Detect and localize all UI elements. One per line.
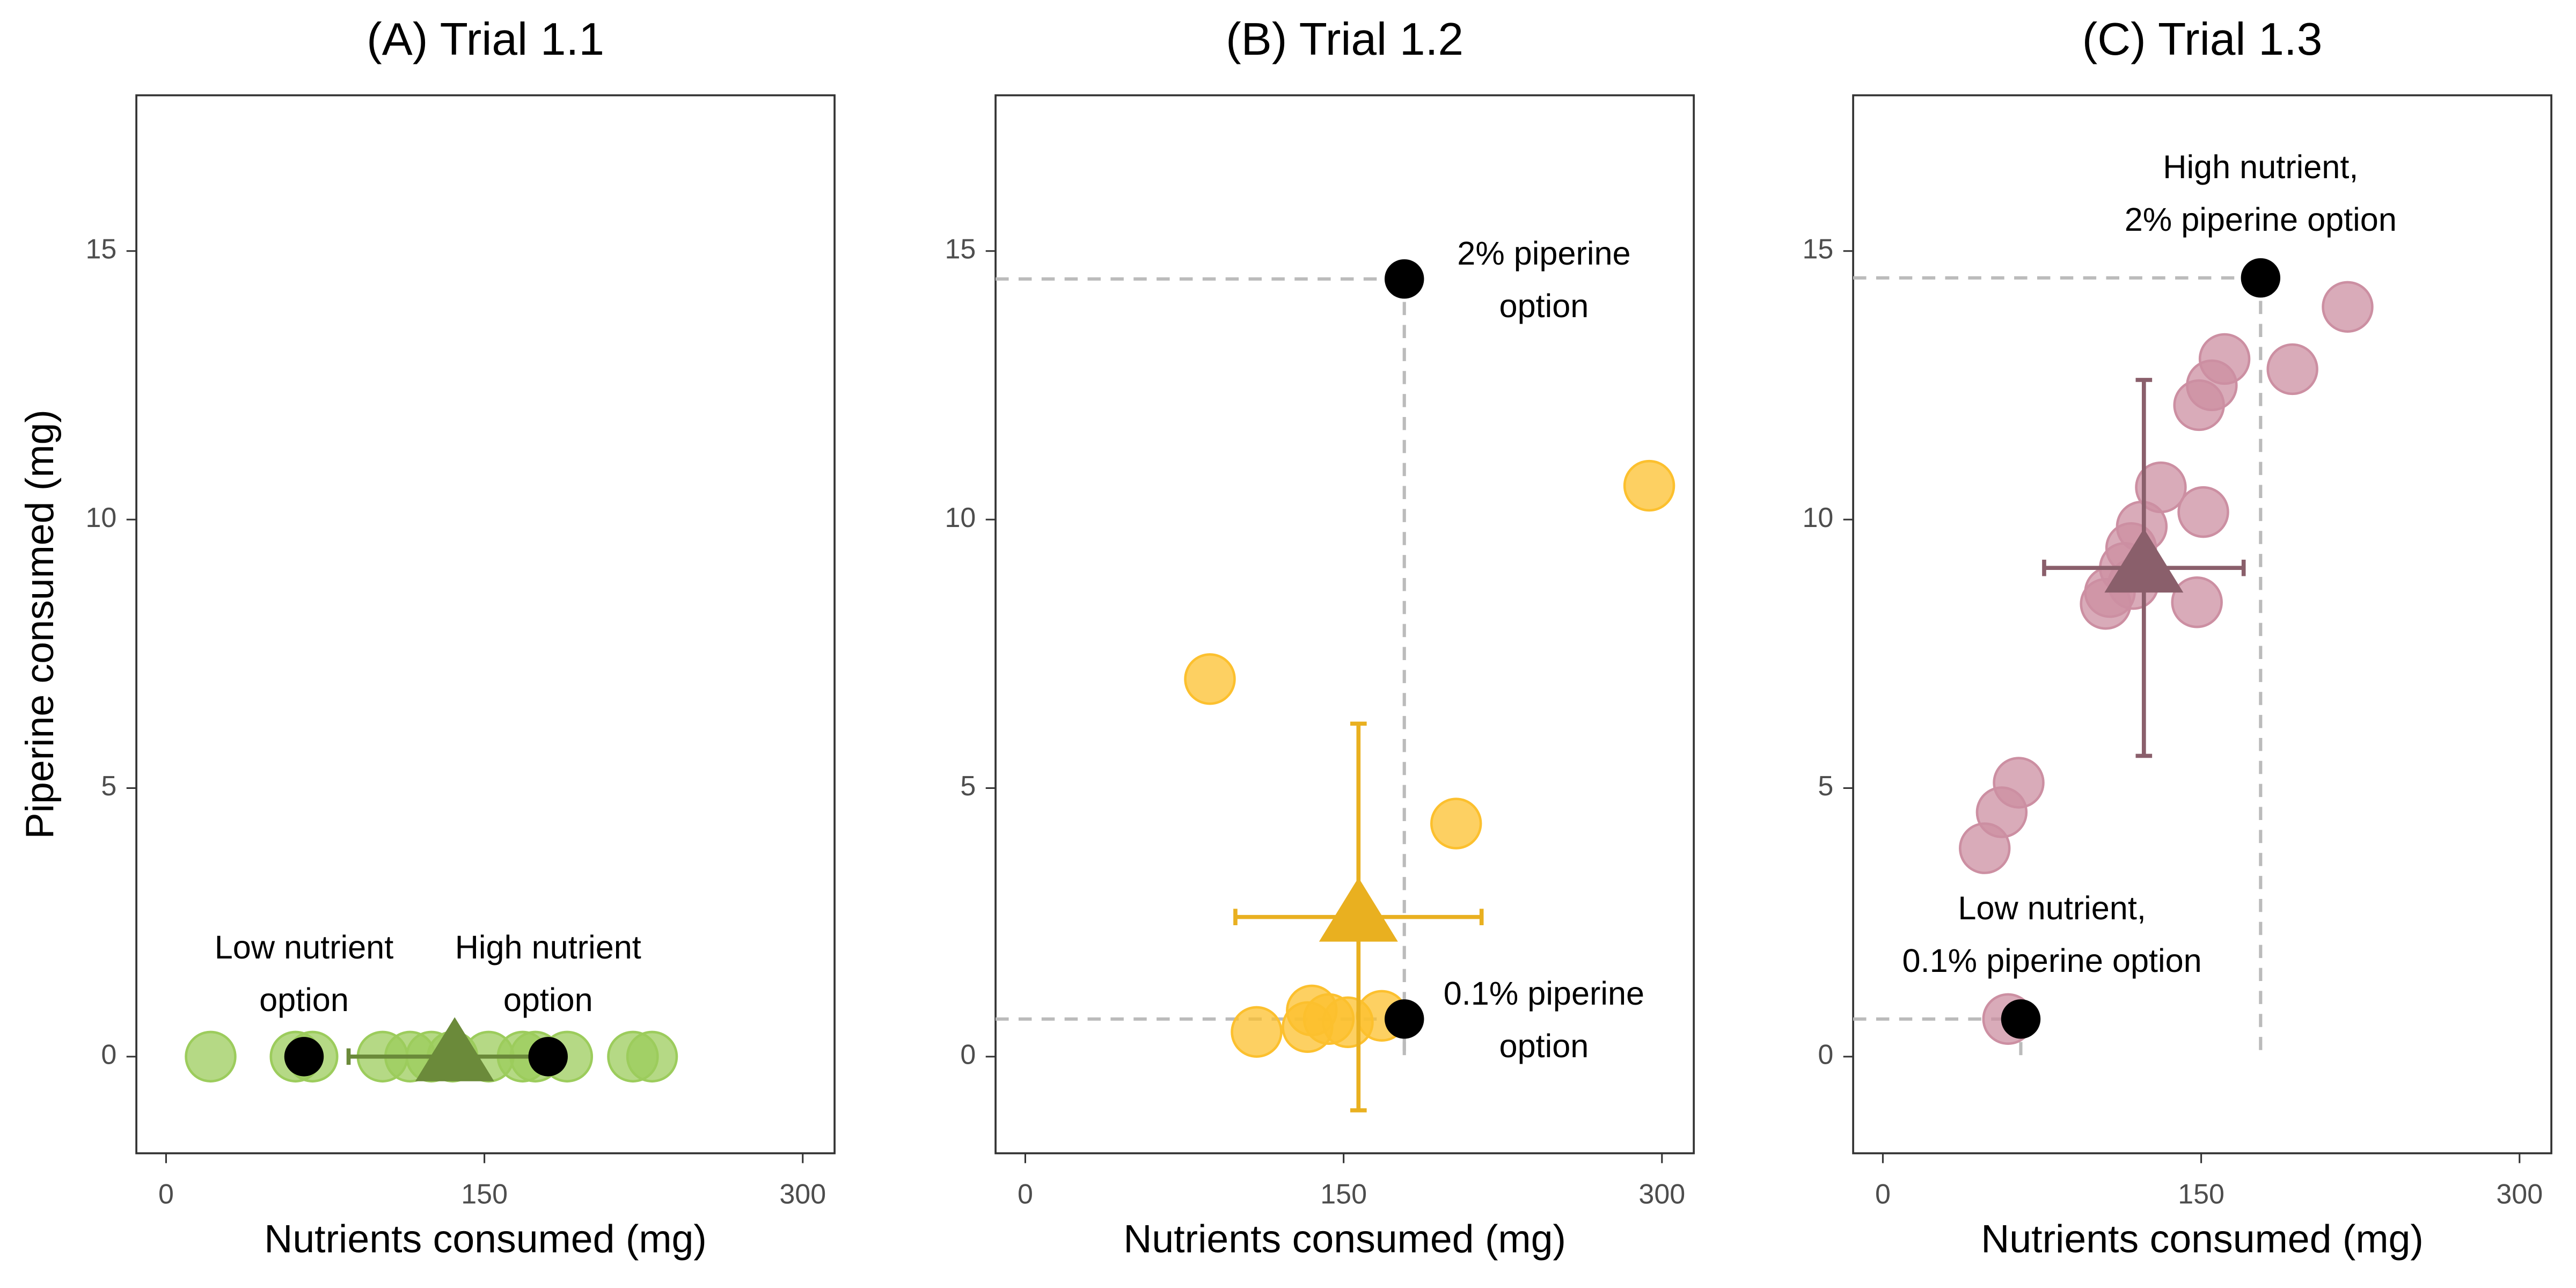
y-tick-label: 0 xyxy=(1818,1040,1833,1071)
data-point xyxy=(2173,379,2225,431)
option-label: option xyxy=(503,982,593,1018)
y-tick-label: 0 xyxy=(101,1040,116,1071)
data-point xyxy=(1623,459,1675,512)
mean-marker xyxy=(415,1017,494,1081)
option-label: option xyxy=(1499,1028,1589,1064)
y-axis-title: Piperine consumed (mg) xyxy=(17,409,62,839)
option-label: 0.1% piperine xyxy=(1444,975,1644,1012)
y-tick-label: 5 xyxy=(101,771,116,802)
option-point xyxy=(528,1037,568,1077)
x-axis-title: Nutrients consumed (mg) xyxy=(264,1217,707,1261)
option-label: High nutrient, xyxy=(2163,149,2358,185)
plot-frame xyxy=(994,94,1695,1154)
data-point xyxy=(626,1030,678,1083)
option-label: Low nutrient xyxy=(215,929,394,965)
data-point xyxy=(2177,486,2229,538)
option-label: option xyxy=(259,982,349,1018)
data-point xyxy=(1286,984,1338,1037)
x-tick-label: 300 xyxy=(1638,1179,1685,1210)
x-tick-label: 0 xyxy=(1018,1179,1033,1210)
option-point xyxy=(2241,258,2281,298)
option-label: Low nutrient, xyxy=(1958,890,2146,926)
mean-marker xyxy=(2104,528,2184,593)
data-point xyxy=(1231,1006,1283,1058)
y-tick-label: 10 xyxy=(945,502,976,533)
option-label: 0.1% piperine option xyxy=(1902,942,2202,979)
mean-marker xyxy=(1319,877,1398,942)
x-tick-label: 150 xyxy=(461,1179,508,1210)
option-point xyxy=(2001,999,2041,1039)
option-point xyxy=(1384,259,1424,299)
y-tick-label: 15 xyxy=(85,234,116,265)
y-tick-label: 15 xyxy=(1802,234,1833,265)
data-point xyxy=(1430,797,1482,850)
x-tick-label: 150 xyxy=(2178,1179,2224,1210)
panel: (A) Trial 1.1 Nutrients consumed (mg) Pipe… xyxy=(17,13,836,1261)
plot-frame xyxy=(1852,94,2552,1154)
data-point xyxy=(2171,576,2223,628)
data-point xyxy=(1959,822,2011,874)
x-tick-label: 0 xyxy=(1875,1179,1891,1210)
y-tick-label: 10 xyxy=(1802,502,1833,533)
option-label: 2% piperine option xyxy=(2125,201,2397,238)
y-tick-label: 10 xyxy=(85,502,116,533)
data-point xyxy=(2322,281,2374,333)
x-axis-title: Nutrients consumed (mg) xyxy=(1981,1217,2424,1261)
data-point xyxy=(2266,343,2318,396)
x-tick-label: 0 xyxy=(158,1179,174,1210)
option-label: option xyxy=(1499,288,1589,324)
panel-title: (B) Trial 1.2 xyxy=(1226,13,1463,65)
x-tick-label: 300 xyxy=(779,1179,826,1210)
panel-title: (A) Trial 1.1 xyxy=(367,13,604,65)
y-tick-label: 15 xyxy=(945,234,976,265)
option-label: 2% piperine xyxy=(1457,235,1630,272)
data-point xyxy=(185,1030,237,1083)
option-point xyxy=(284,1037,324,1077)
y-tick-label: 5 xyxy=(1818,771,1833,802)
option-point xyxy=(1384,999,1424,1039)
x-tick-label: 300 xyxy=(2496,1179,2543,1210)
plot-frame xyxy=(135,94,836,1154)
option-label: High nutrient xyxy=(455,929,641,965)
y-tick-label: 0 xyxy=(960,1040,976,1071)
y-tick-label: 5 xyxy=(960,771,976,802)
x-tick-label: 150 xyxy=(1320,1179,1367,1210)
x-axis-title: Nutrients consumed (mg) xyxy=(1123,1217,1566,1261)
data-point xyxy=(1184,653,1236,705)
panel-title: (C) Trial 1.3 xyxy=(2082,13,2323,65)
